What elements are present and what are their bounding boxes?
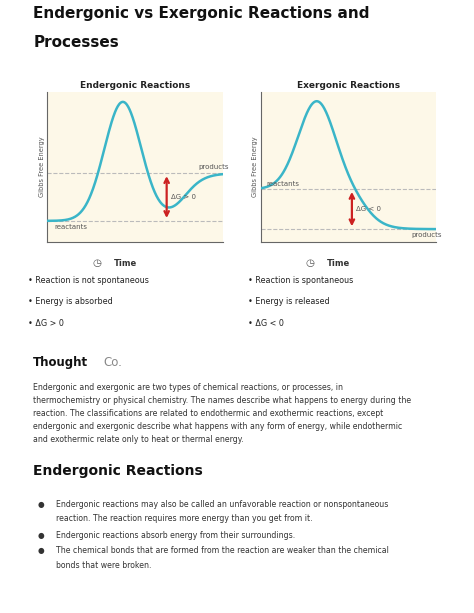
Text: Time: Time: [328, 259, 351, 268]
Text: Thought: Thought: [33, 356, 88, 369]
Text: Endergonic vs Exergonic Reactions and: Endergonic vs Exergonic Reactions and: [33, 6, 370, 21]
Text: Endergonic reactions may also be called an unfavorable reaction or nonspontaneou: Endergonic reactions may also be called …: [56, 500, 389, 509]
Text: ◷: ◷: [305, 258, 314, 268]
Text: products: products: [198, 164, 229, 170]
Title: Endergonic Reactions: Endergonic Reactions: [80, 81, 190, 89]
Text: Co.: Co.: [103, 356, 122, 369]
Y-axis label: Gibbs Free Energy: Gibbs Free Energy: [38, 137, 45, 197]
Text: • Reaction is not spontaneous: • Reaction is not spontaneous: [28, 276, 149, 285]
Text: reactants: reactants: [55, 224, 87, 230]
Text: ●: ●: [37, 500, 44, 509]
Text: Endergonic and exergonic are two types of chemical reactions, or processes, in
t: Endergonic and exergonic are two types o…: [33, 383, 411, 444]
Text: bonds that were broken.: bonds that were broken.: [56, 561, 152, 569]
Text: • ΔG > 0: • ΔG > 0: [28, 319, 64, 327]
Text: The chemical bonds that are formed from the reaction are weaker than the chemica: The chemical bonds that are formed from …: [56, 546, 389, 555]
Text: • Energy is released: • Energy is released: [248, 297, 330, 306]
Text: • ΔG < 0: • ΔG < 0: [248, 319, 284, 327]
Title: Exergonic Reactions: Exergonic Reactions: [297, 81, 400, 89]
Text: ΔG < 0: ΔG < 0: [356, 206, 381, 212]
Text: ●: ●: [37, 546, 44, 555]
Text: reactants: reactants: [266, 181, 299, 186]
Text: reaction. The reaction requires more energy than you get from it.: reaction. The reaction requires more ene…: [56, 514, 313, 523]
Text: • Reaction is spontaneous: • Reaction is spontaneous: [248, 276, 354, 285]
Text: Time: Time: [114, 259, 137, 268]
Text: Endergonic reactions absorb energy from their surroundings.: Endergonic reactions absorb energy from …: [56, 531, 295, 539]
Text: products: products: [411, 232, 442, 238]
Text: Processes: Processes: [33, 35, 119, 50]
Text: • Energy is absorbed: • Energy is absorbed: [28, 297, 112, 306]
Text: Endergonic Reactions: Endergonic Reactions: [33, 464, 203, 478]
Y-axis label: Gibbs Free Energy: Gibbs Free Energy: [252, 137, 258, 197]
Text: ●: ●: [37, 531, 44, 539]
Text: ◷: ◷: [92, 258, 101, 268]
Text: ΔG > 0: ΔG > 0: [171, 194, 196, 200]
